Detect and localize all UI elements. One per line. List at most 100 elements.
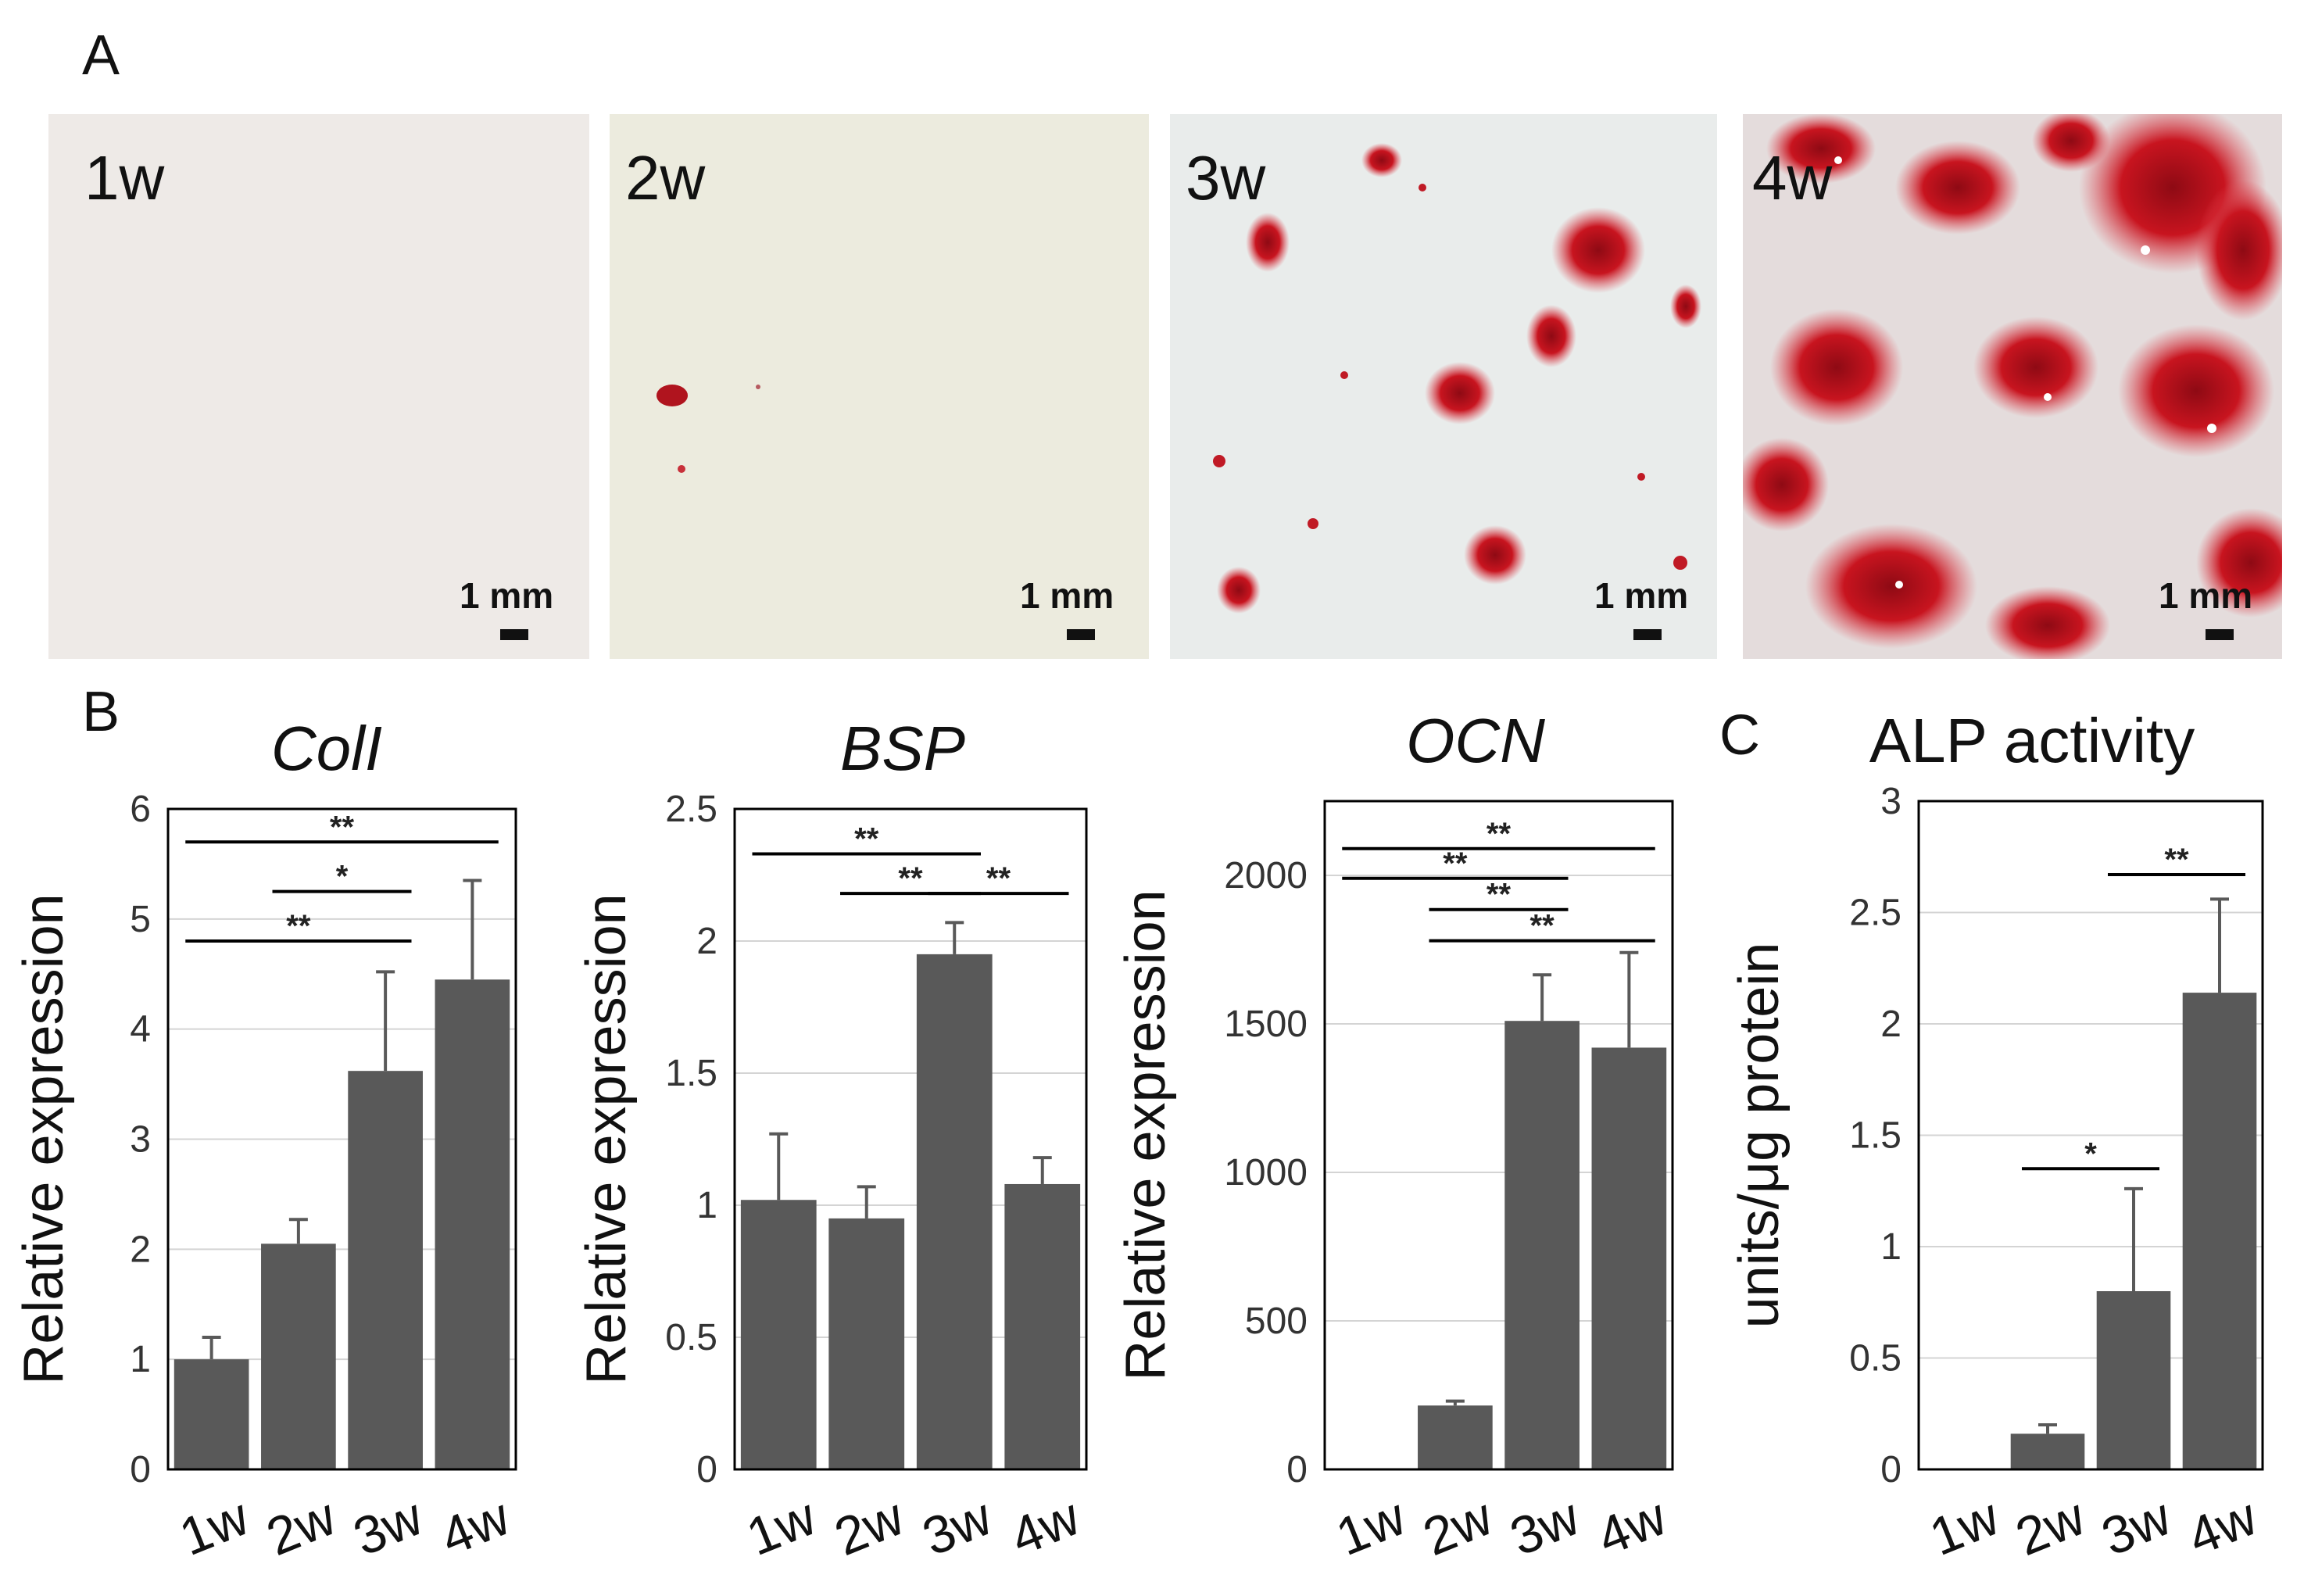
significance-label: * bbox=[336, 860, 349, 894]
x-category-label: 3w bbox=[914, 1487, 1000, 1567]
x-category-label: 2w bbox=[1415, 1487, 1501, 1567]
y-axis-label: units/μg protein bbox=[1728, 943, 1791, 1329]
y-tick-label: 1000 bbox=[1224, 1152, 1308, 1193]
x-category-label: 4w bbox=[2180, 1487, 2266, 1567]
y-tick-label: 0.5 bbox=[665, 1317, 717, 1358]
x-category-label: 1w bbox=[739, 1487, 825, 1567]
y-tick-label: 0 bbox=[1286, 1449, 1308, 1490]
bar bbox=[1591, 1047, 1667, 1469]
scale-bar-label: 1 mm bbox=[1020, 575, 1114, 616]
y-tick-label: 0 bbox=[696, 1449, 717, 1490]
plot-frame bbox=[1323, 800, 1674, 1471]
y-axis-label: Relative expression bbox=[575, 893, 638, 1384]
photo-3w: 3w 1 mm bbox=[1170, 114, 1717, 659]
y-tick-label: 1500 bbox=[1224, 1004, 1308, 1045]
significance-label: ** bbox=[286, 909, 311, 943]
y-tick-label: 1 bbox=[1880, 1226, 1902, 1268]
x-category-label: 2w bbox=[2008, 1487, 2094, 1567]
significance-label: ** bbox=[854, 821, 879, 856]
plot-frame bbox=[166, 807, 517, 1471]
significance-label: ** bbox=[986, 861, 1011, 896]
bar bbox=[435, 979, 510, 1469]
scale-bar bbox=[500, 629, 528, 640]
chart-title: OCN bbox=[1406, 706, 1545, 775]
y-tick-label: 2 bbox=[1880, 1004, 1902, 1045]
x-category-label: 4w bbox=[432, 1487, 518, 1567]
y-tick-label: 2000 bbox=[1224, 855, 1308, 896]
y-tick-label: 2.5 bbox=[1849, 893, 1902, 934]
bar bbox=[261, 1244, 336, 1469]
y-tick-label: 2 bbox=[696, 921, 717, 962]
photo-label: 3w bbox=[1186, 143, 1265, 213]
chart-ocn: 0 500 1000 1500 2000 1w 2w 3w 4w ** ** ** ** OCN Relat… bbox=[1114, 706, 1675, 1567]
y-tick-label: 3 bbox=[1880, 781, 1902, 822]
y-tick-label: 2.5 bbox=[665, 789, 717, 830]
panel-c-letter: C bbox=[1719, 704, 1760, 767]
photo-1w: 1w 1 mm bbox=[48, 114, 589, 659]
y-tick-label: 5 bbox=[130, 899, 151, 940]
y-axis-label: Relative expression bbox=[1114, 889, 1177, 1380]
y-tick-label: 3 bbox=[130, 1119, 151, 1161]
x-category-label: 2w bbox=[827, 1487, 913, 1567]
x-category-label: 3w bbox=[345, 1487, 431, 1567]
photo-label: 4w bbox=[1752, 143, 1832, 213]
bar bbox=[1004, 1183, 1081, 1469]
scale-bar-label: 1 mm bbox=[460, 575, 553, 616]
x-category-label: 4w bbox=[1589, 1487, 1675, 1567]
chart-title: ALP activity bbox=[1869, 706, 2195, 775]
bar bbox=[828, 1218, 905, 1469]
y-tick-label: 0 bbox=[1880, 1449, 1902, 1490]
y-axis-label: Relative expression bbox=[13, 893, 75, 1384]
significance-label: ** bbox=[1530, 909, 1555, 943]
scale-bar bbox=[2206, 629, 2234, 640]
bar bbox=[174, 1359, 249, 1469]
plot-frame bbox=[1917, 800, 2264, 1471]
bar bbox=[2096, 1291, 2171, 1469]
bar bbox=[740, 1200, 817, 1469]
y-tick-label: 4 bbox=[130, 1009, 151, 1050]
scale-bar bbox=[1067, 629, 1095, 640]
panel-b-letter: B bbox=[82, 681, 120, 743]
y-tick-label: 1.5 bbox=[665, 1053, 717, 1094]
significance-label: ** bbox=[898, 861, 923, 896]
x-category-label: 3w bbox=[1502, 1487, 1588, 1567]
photo-2w: 2w 1 mm bbox=[610, 114, 1149, 659]
panel-a-letter: A bbox=[82, 24, 120, 87]
photo-4w: 4w 1 mm bbox=[1743, 114, 2282, 659]
bar bbox=[348, 1071, 423, 1469]
y-tick-label: 1 bbox=[696, 1185, 717, 1226]
bar bbox=[1418, 1405, 1493, 1469]
scale-bar-label: 1 mm bbox=[2159, 575, 2252, 616]
significance-label: ** bbox=[1487, 817, 1512, 851]
significance-label: ** bbox=[1443, 846, 1468, 881]
chart-title: BSP bbox=[840, 714, 965, 783]
y-tick-label: 500 bbox=[1245, 1301, 1308, 1342]
chart-bsp: 0 0.5 1 1.5 2 2.5 1w 2w 3w 4w ** ** ** BSP Relative ex… bbox=[575, 714, 1088, 1567]
x-category-label: 4w bbox=[1003, 1487, 1089, 1567]
x-category-label: 3w bbox=[2094, 1487, 2180, 1567]
bar bbox=[916, 954, 993, 1469]
scale-bar bbox=[1633, 629, 1662, 640]
photo-label: 2w bbox=[625, 143, 705, 213]
bar bbox=[2182, 993, 2257, 1469]
x-category-label: 1w bbox=[1922, 1487, 2008, 1567]
plot-frame bbox=[733, 807, 1088, 1471]
bar bbox=[1504, 1021, 1580, 1469]
y-tick-label: 0.5 bbox=[1849, 1338, 1902, 1380]
significance-label: ** bbox=[2164, 843, 2189, 877]
scale-bar-label: 1 mm bbox=[1594, 575, 1688, 616]
y-tick-label: 6 bbox=[130, 789, 151, 830]
y-tick-label: 1 bbox=[130, 1339, 151, 1380]
y-tick-label: 2 bbox=[130, 1229, 151, 1270]
chart-title: ColI bbox=[271, 714, 382, 783]
significance-label: * bbox=[2084, 1136, 2097, 1171]
significance-label: ** bbox=[1487, 878, 1512, 912]
x-category-label: 2w bbox=[259, 1487, 345, 1567]
photo-label: 1w bbox=[84, 143, 164, 213]
x-category-label: 1w bbox=[1328, 1487, 1414, 1567]
y-tick-label: 1.5 bbox=[1849, 1115, 1902, 1157]
bar bbox=[2010, 1433, 2085, 1469]
